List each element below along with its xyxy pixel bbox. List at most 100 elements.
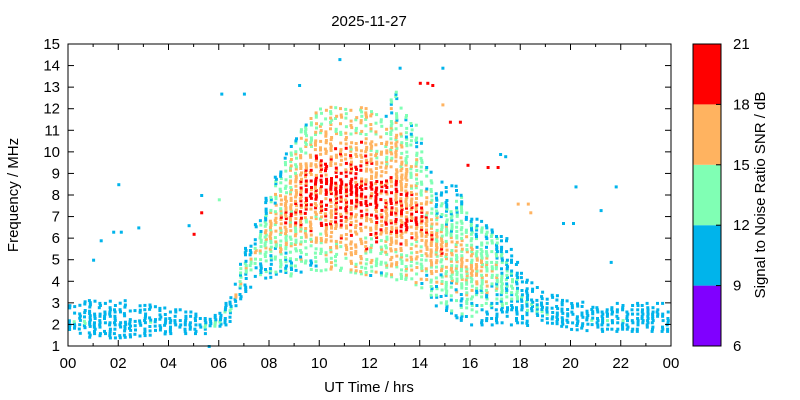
snr-point xyxy=(189,310,193,314)
snr-point xyxy=(299,242,303,246)
snr-point xyxy=(460,262,464,266)
snr-point xyxy=(600,310,604,314)
snr-point xyxy=(345,200,348,204)
snr-point xyxy=(284,178,288,182)
snr-point xyxy=(365,163,369,167)
snr-point xyxy=(369,246,373,249)
snr-point xyxy=(294,221,298,225)
snr-point xyxy=(394,211,398,215)
snr-point xyxy=(646,317,650,320)
snr-point xyxy=(460,226,464,230)
snr-point xyxy=(526,293,530,297)
snr-point xyxy=(77,327,81,331)
snr-point xyxy=(389,178,393,182)
snr-point xyxy=(380,150,383,154)
snr-point xyxy=(430,218,433,222)
snr-point xyxy=(259,273,263,277)
snr-point xyxy=(284,195,288,199)
snr-point xyxy=(565,299,569,303)
snr-point xyxy=(304,179,308,183)
snr-point xyxy=(354,204,358,208)
snr-point xyxy=(324,151,328,155)
snr-point xyxy=(355,232,359,236)
snr-point xyxy=(600,314,604,318)
snr-point xyxy=(274,180,278,183)
snr-point xyxy=(269,239,273,243)
snr-point xyxy=(264,229,268,233)
snr-point xyxy=(570,327,574,331)
snr-point xyxy=(485,245,488,249)
snr-point xyxy=(661,325,664,329)
snr-point xyxy=(410,277,414,281)
snr-point xyxy=(305,166,308,170)
snr-point xyxy=(329,205,333,208)
snr-point xyxy=(214,318,218,322)
snr-point xyxy=(213,320,217,324)
snr-point xyxy=(440,234,444,238)
snr-point xyxy=(410,268,414,272)
snr-point xyxy=(571,312,575,316)
snr-point xyxy=(304,190,308,194)
snr-point xyxy=(279,228,283,232)
isolated-point xyxy=(562,222,565,225)
snr-point xyxy=(440,279,444,283)
snr-point xyxy=(108,329,112,333)
snr-point xyxy=(299,255,303,259)
snr-point xyxy=(244,268,248,272)
snr-point xyxy=(324,251,328,255)
snr-point xyxy=(169,325,172,329)
snr-point xyxy=(279,207,283,211)
snr-point xyxy=(289,168,292,172)
snr-point xyxy=(208,324,212,328)
snr-point xyxy=(465,293,469,297)
snr-point xyxy=(339,113,343,117)
snr-point xyxy=(420,215,424,219)
snr-point xyxy=(414,138,418,142)
snr-point xyxy=(410,242,414,246)
snr-point xyxy=(88,303,92,307)
snr-point xyxy=(531,305,534,308)
snr-point xyxy=(223,308,227,312)
snr-point xyxy=(354,215,358,219)
snr-point xyxy=(470,323,474,327)
snr-point xyxy=(435,196,438,200)
snr-point xyxy=(228,320,232,323)
snr-point xyxy=(384,239,388,243)
snr-point xyxy=(345,194,349,198)
x-tick-label: 16 xyxy=(462,355,479,372)
snr-point xyxy=(399,249,403,252)
snr-point xyxy=(244,266,248,270)
snr-point xyxy=(561,311,565,315)
snr-point xyxy=(455,255,459,259)
snr-point xyxy=(450,249,454,252)
snr-point xyxy=(325,182,328,186)
snr-point xyxy=(259,264,263,268)
snr-point xyxy=(410,197,414,201)
snr-point xyxy=(380,219,383,223)
snr-point xyxy=(319,191,322,195)
snr-point xyxy=(464,217,468,221)
snr-point xyxy=(429,190,433,194)
snr-point xyxy=(460,232,464,236)
snr-point xyxy=(294,202,298,205)
snr-point xyxy=(515,278,519,282)
snr-point xyxy=(314,113,318,117)
snr-point xyxy=(465,211,469,215)
snr-point xyxy=(631,327,635,331)
snr-point xyxy=(450,277,454,280)
colorbar-tick-label: 18 xyxy=(733,96,750,113)
snr-point xyxy=(279,215,283,219)
snr-point xyxy=(490,282,494,286)
snr-point xyxy=(264,214,268,218)
snr-point xyxy=(434,237,438,241)
snr-point xyxy=(485,317,489,320)
snr-point xyxy=(385,132,389,136)
snr-point xyxy=(425,196,429,200)
snr-point xyxy=(299,162,303,166)
snr-point xyxy=(465,276,469,280)
snr-point xyxy=(479,252,483,256)
y-tick-label: 6 xyxy=(52,230,60,247)
snr-point xyxy=(218,324,222,328)
snr-point xyxy=(354,245,358,249)
snr-point xyxy=(263,255,267,258)
